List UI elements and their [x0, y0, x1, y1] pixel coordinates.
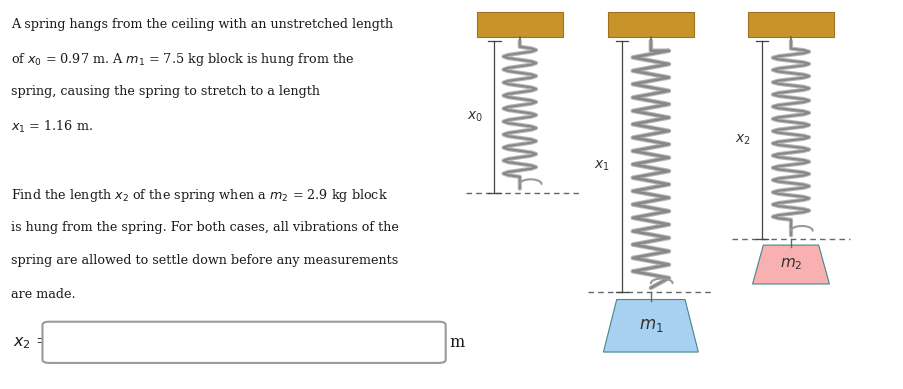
Text: are made.: are made.: [11, 288, 75, 301]
Polygon shape: [603, 300, 698, 352]
FancyBboxPatch shape: [477, 12, 562, 37]
Polygon shape: [751, 245, 829, 284]
FancyBboxPatch shape: [42, 322, 445, 363]
Text: A spring hangs from the ceiling with an unstretched length: A spring hangs from the ceiling with an …: [11, 18, 393, 30]
Text: m: m: [449, 334, 464, 351]
FancyBboxPatch shape: [748, 12, 833, 37]
Text: of $x_0$ = 0.97 m. A $m_1$ = 7.5 kg block is hung from the: of $x_0$ = 0.97 m. A $m_1$ = 7.5 kg bloc…: [11, 51, 354, 68]
Text: $x_0$: $x_0$: [466, 109, 482, 124]
Text: $x_2$ =: $x_2$ =: [14, 334, 50, 351]
Text: $x_2$: $x_2$: [734, 133, 749, 147]
Text: Find the length $x_2$ of the spring when a $m_2$ = 2.9 kg block: Find the length $x_2$ of the spring when…: [11, 187, 387, 204]
Text: $m_1$: $m_1$: [638, 317, 663, 334]
Text: is hung from the spring. For both cases, all vibrations of the: is hung from the spring. For both cases,…: [11, 221, 398, 233]
Text: spring are allowed to settle down before any measurements: spring are allowed to settle down before…: [11, 254, 397, 267]
Text: spring, causing the spring to stretch to a length: spring, causing the spring to stretch to…: [11, 85, 320, 98]
FancyBboxPatch shape: [608, 12, 694, 37]
Text: $x_1$ = 1.16 m.: $x_1$ = 1.16 m.: [11, 119, 93, 135]
Text: $m_2$: $m_2$: [779, 257, 801, 272]
Text: $x_1$: $x_1$: [593, 159, 610, 173]
